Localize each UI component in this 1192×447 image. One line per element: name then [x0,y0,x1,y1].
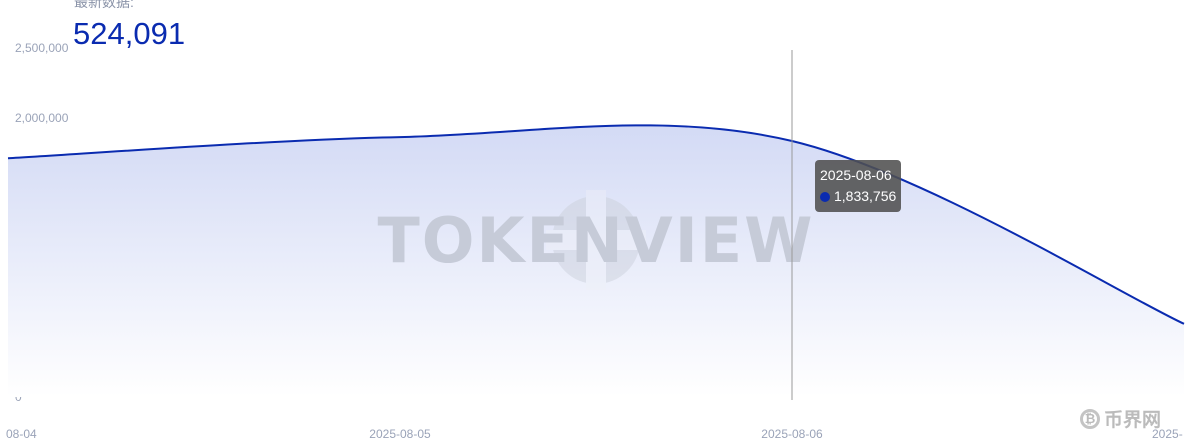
series-line [7,124,1185,325]
x-tick-label: 2025- [1152,427,1183,441]
brand-name: 币界网 [1104,410,1162,431]
watermark-text: TOKENVIEW [377,204,814,277]
x-tick-label: 2025-08-06 [761,427,823,441]
tooltip-value: 1,833,756 [834,188,897,204]
tooltip-date: 2025-08-06 [820,167,892,183]
latest-data-label: 最新数据: [74,0,134,10]
y-tick-label: 2,500,000 [15,41,69,55]
y-tick-label: 2,000,000 [15,111,69,125]
brand-logo: ₿ 币界网 [1080,405,1161,432]
series-dot-icon [820,192,830,202]
latest-data-value: 524,091 [73,16,186,51]
watermark: TOKENVIEW [377,190,814,290]
bitcoin-coin-icon: ₿ [1080,408,1100,429]
x-tick-label: 08-04 [6,427,37,441]
tooltip: 2025-08-06 1,833,756 [815,160,902,212]
x-tick-label: 2025-08-05 [369,427,431,441]
